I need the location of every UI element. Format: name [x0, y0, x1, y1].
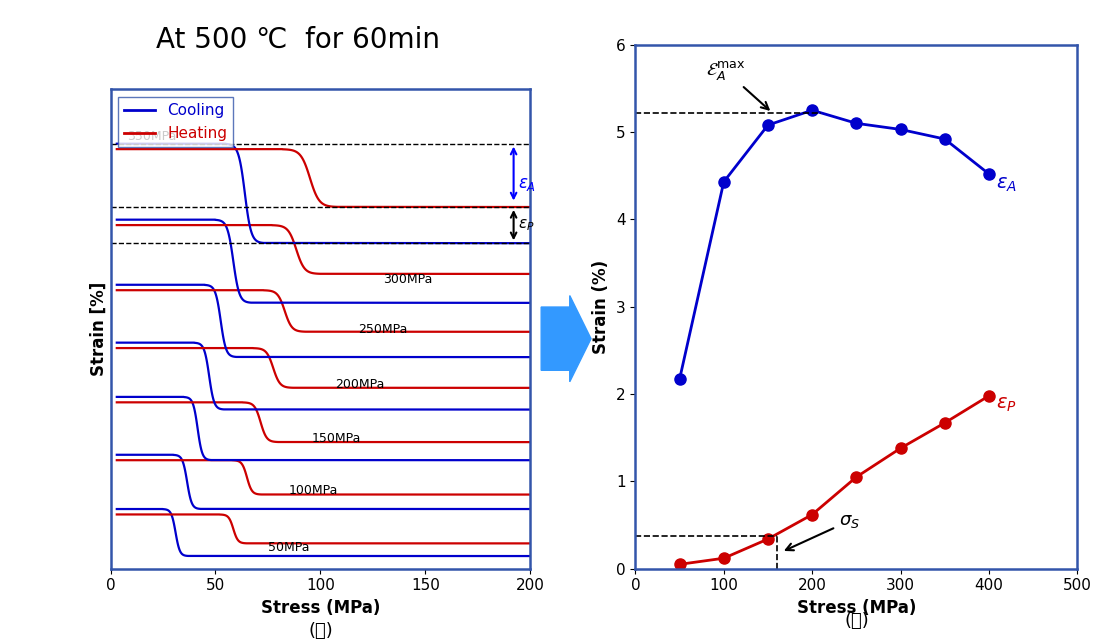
Text: 50MPa: 50MPa: [267, 541, 309, 553]
X-axis label: Stress (MPa): Stress (MPa): [797, 599, 916, 617]
Text: 200MPa: 200MPa: [335, 378, 385, 390]
Text: 150MPa: 150MPa: [312, 432, 361, 445]
Text: $\mathcal{E}_A^{\rm max}$: $\mathcal{E}_A^{\rm max}$: [706, 59, 769, 109]
Text: $\varepsilon_P$: $\varepsilon_P$: [518, 217, 535, 233]
Text: At 500 ℃  for 60min: At 500 ℃ for 60min: [156, 26, 441, 54]
X-axis label: Stress (MPa): Stress (MPa): [261, 599, 380, 617]
Text: (나): (나): [844, 612, 869, 630]
Text: 350MPa: 350MPa: [127, 130, 177, 143]
Text: 250MPa: 250MPa: [358, 323, 408, 337]
Y-axis label: Strain [%]: Strain [%]: [90, 282, 107, 376]
Text: $\varepsilon_A$: $\varepsilon_A$: [518, 176, 536, 194]
Text: (가): (가): [308, 622, 333, 639]
Text: $\varepsilon_P$: $\varepsilon_P$: [996, 395, 1017, 414]
Legend: Cooling, Heating: Cooling, Heating: [118, 97, 233, 147]
Text: $\sigma_S$: $\sigma_S$: [786, 512, 860, 550]
Text: 100MPa: 100MPa: [290, 484, 338, 497]
Text: 300MPa: 300MPa: [383, 273, 433, 286]
Text: $\varepsilon_A$: $\varepsilon_A$: [996, 175, 1017, 194]
Y-axis label: Strain (%): Strain (%): [592, 259, 610, 354]
FancyArrow shape: [541, 295, 591, 382]
